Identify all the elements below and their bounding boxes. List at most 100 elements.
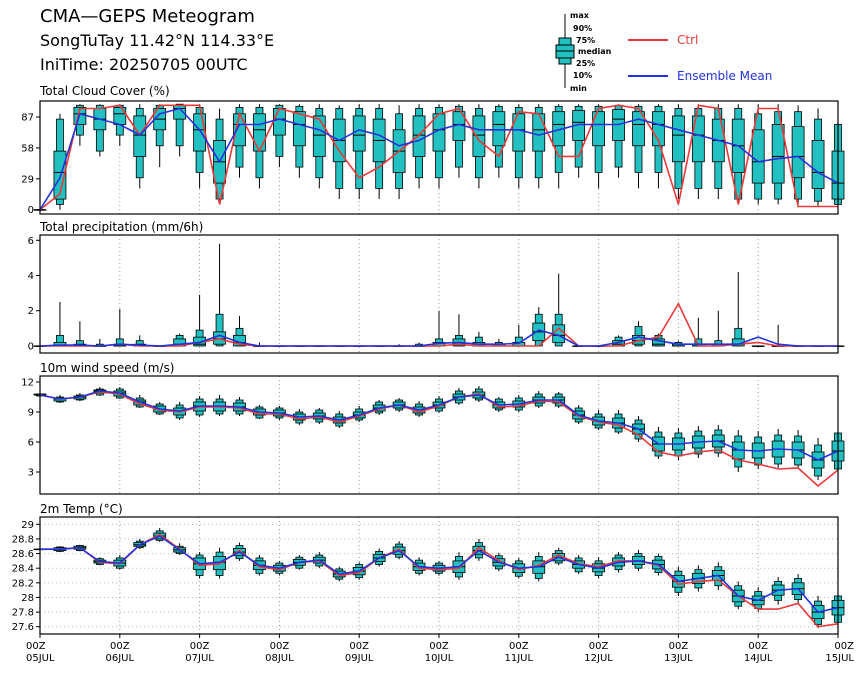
box-cloud <box>392 105 406 200</box>
box-inner <box>791 126 805 179</box>
box-cloud <box>53 113 67 210</box>
x-tick-label-date: 07JUL <box>185 653 214 664</box>
station-label: SongTuTay 11.42°N 114.33°E <box>40 31 275 50</box>
mean-line-wind <box>39 390 839 461</box>
x-tick-label-date: 15JUL <box>825 653 854 664</box>
box-inner <box>472 115 486 157</box>
box-precip <box>213 243 226 347</box>
box-cloud <box>791 105 805 205</box>
y-tick-label: 87 <box>21 112 34 123</box>
box-inner <box>592 111 605 147</box>
y-tick-label: 29 <box>21 174 34 185</box>
box-cloud <box>711 104 725 200</box>
x-tick-label-date: 06JUL <box>106 653 135 664</box>
y-tick-label: 27.6 <box>12 622 34 633</box>
ctrl-line-temp <box>40 533 839 628</box>
box-inner <box>113 106 127 125</box>
box-outer <box>175 103 184 147</box>
y-tick-label: 58 <box>21 143 34 154</box>
box-cloud <box>592 104 605 189</box>
box-inner <box>672 115 685 163</box>
panel-frame <box>39 100 839 215</box>
box-precip <box>113 308 127 347</box>
panel-title-cloud: Total Cloud Cover (%) <box>39 84 170 98</box>
legend-label-p25: 25% <box>576 59 595 68</box>
panel-title-wind: 10m wind speed (m/s) <box>40 361 174 375</box>
box-precip <box>452 314 466 347</box>
panel-wind: 10m wind speed (m/s) 3 6 9 12 <box>21 361 845 495</box>
box-cloud <box>691 104 705 200</box>
box-cloud <box>472 104 486 189</box>
x-tick-label-hour: 00Z <box>429 641 449 652</box>
box-precip <box>731 271 745 347</box>
box-inner <box>312 115 326 157</box>
box-cloud <box>632 104 645 189</box>
box-cloud <box>771 104 785 205</box>
legend: max 90% 75% median 25% 10% min Ctrl Ense… <box>555 11 772 93</box>
x-axis: 00Z05JUL00Z06JUL00Z07JUL00Z08JUL00Z09JUL… <box>26 634 854 664</box>
panel-cloud: Total Cloud Cover (%) 0 29 58 87 <box>21 84 845 216</box>
y-tick-label: 28.8 <box>12 534 34 545</box>
legend-box-key: max 90% 75% median 25% 10% min <box>555 11 612 93</box>
box-cloud <box>253 104 266 189</box>
box-cloud <box>193 104 207 189</box>
box-inner <box>652 111 665 147</box>
box-precip <box>691 317 705 347</box>
box-inner <box>193 113 207 152</box>
box-wind <box>811 438 825 480</box>
box-inner <box>512 113 526 152</box>
box-cloud <box>133 104 147 189</box>
y-tick-label: 27.8 <box>12 608 34 619</box>
box-precip <box>53 301 67 347</box>
x-tick-label-date: 13JUL <box>664 653 693 664</box>
box-cloud <box>372 104 386 200</box>
box-precip <box>711 310 725 347</box>
legend-mean-label: Ensemble Mean <box>677 69 772 83</box>
box-inner <box>771 124 785 184</box>
x-tick-label-date: 05JUL <box>26 653 55 664</box>
panel-frame <box>39 234 839 354</box>
y-tick-label: 6 <box>28 438 34 449</box>
y-tick-label: 28.2 <box>12 578 34 589</box>
box-precip <box>532 307 546 347</box>
box-inner <box>632 111 645 147</box>
y-tick-label: 9 <box>28 408 34 419</box>
box-precip <box>432 310 446 347</box>
box-cloud <box>532 104 546 189</box>
x-tick-label-hour: 00Z <box>190 641 210 652</box>
box-cloud <box>811 108 825 207</box>
box-cloud <box>312 104 326 189</box>
box-inner <box>811 140 825 189</box>
y-tick-label: 12 <box>21 378 34 389</box>
init-time-label: IniTime: 20250705 00UTC <box>40 55 248 74</box>
x-tick-label-date: 11JUL <box>505 653 534 664</box>
box-cloud <box>652 104 665 189</box>
x-tick-label-hour: 00Z <box>509 641 529 652</box>
box-inner <box>272 108 286 136</box>
panel-temp: 2m Temp (°C) 27.6 27.8 28 28.2 28.4 28.6 28.8 29 <box>12 502 845 635</box>
panel-frame <box>39 375 839 495</box>
box-cloud <box>612 104 625 178</box>
box-inner <box>253 113 266 152</box>
box-cloud <box>412 104 426 189</box>
box-inner <box>292 111 306 147</box>
y-tick-label: 2 <box>28 306 34 317</box>
x-tick-label-date: 14JUL <box>744 653 773 664</box>
box-precip <box>73 321 87 347</box>
y-tick-label: 6 <box>28 236 34 247</box>
mean-line-cloud <box>39 107 839 211</box>
panel-title-precip: Total precipitation (mm/6h) <box>39 220 203 234</box>
chart-title: CMA—GEPS Meteogram <box>40 6 255 27</box>
x-tick-label-date: 08JUL <box>265 653 294 664</box>
box-cloud <box>512 104 526 189</box>
box-inner <box>492 111 506 147</box>
y-tick-label: 0 <box>28 341 34 352</box>
y-tick-label: 3 <box>28 468 34 479</box>
ctrl-line-precip <box>40 302 838 347</box>
x-tick-label-date: 09JUL <box>345 653 374 664</box>
box-precip <box>751 345 765 347</box>
y-tick-label: 0 <box>28 205 34 216</box>
box-cloud <box>672 104 685 200</box>
legend-ctrl-label: Ctrl <box>677 33 698 47</box>
